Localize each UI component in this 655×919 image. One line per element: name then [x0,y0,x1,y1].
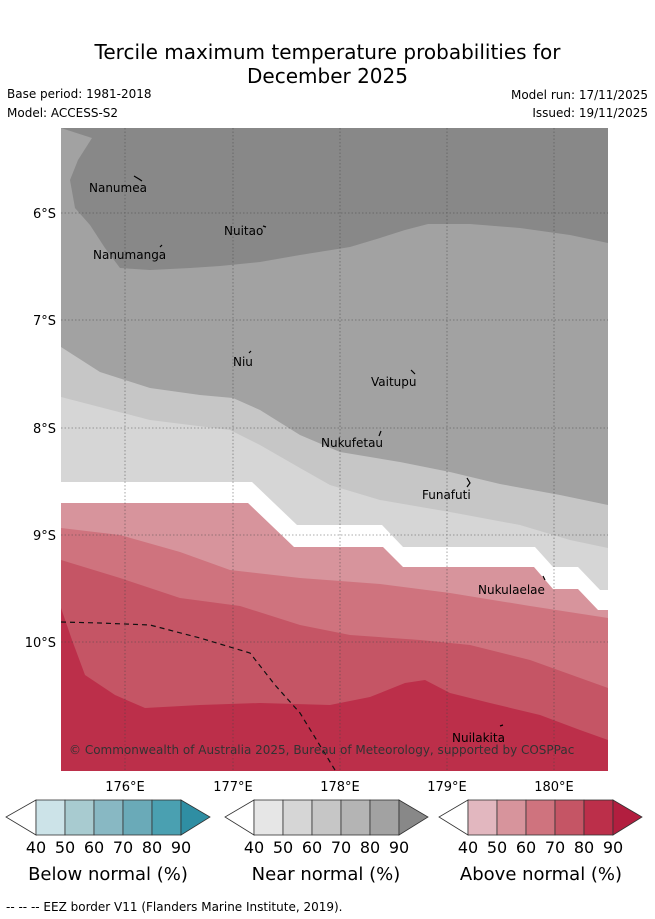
title-line-1: Tercile maximum temperature probabilitie… [94,40,561,64]
place-nanumanga: Nanumanga [93,248,166,262]
nukufetau-island [378,430,382,437]
lat-tick-label: 8°S [33,422,56,437]
legend-tick: 50 [487,838,507,857]
legend-above-swatch [525,799,556,836]
legend-tick: 80 [142,838,162,857]
chart-title: Tercile maximum temperature probabilitie… [0,40,655,88]
nanumanga-island [159,244,163,248]
legend-below-swatch [64,799,95,836]
lat-axis: 6°S 7°S 8°S 9°S 10°S [25,207,56,651]
nanumea-island [133,175,143,182]
eez-border [61,621,336,771]
legend-below: 40 50 60 70 80 90 Below normal (%) [5,799,211,885]
place-nanumea: Nanumea [89,181,147,195]
legend-above-swatch [583,799,614,836]
legend-above-swatch [467,799,498,836]
place-nukufetau: Nukufetau [321,436,383,450]
lon-tick-label: 176°E [105,780,145,795]
place-nuilakita: Nuilakita [452,731,505,745]
lat-tick-label: 9°S [33,529,56,544]
near-band-90 [61,128,608,270]
legend-near-swatch [253,799,284,836]
place-vaitupu: Vaitupu [371,375,417,389]
map-copyright: © Commonwealth of Australia 2025, Bureau… [69,743,574,757]
legend-tick: 40 [458,838,478,857]
lon-tick-label: 178°E [320,780,360,795]
legend-above-swatch [496,799,527,836]
eez-footnote: -- -- -- EEZ border V11 (Flanders Marine… [6,900,343,914]
legend-below-swatch [122,799,153,836]
model-run: Model run: 17/11/2025 [510,88,648,102]
legend-above-swatch [554,799,585,836]
legend-near-max-arrow [398,799,429,836]
lon-tick-label: 180°E [534,780,574,795]
lon-axis: 176°E 177°E 178°E 179°E 180°E [105,780,574,795]
lon-tick-label: 179°E [427,780,467,795]
funafuti-island [466,477,471,488]
above-band-80 [61,608,608,771]
vaitupu-island [410,369,416,375]
legend-tick: 40 [26,838,46,857]
legend-near-min-arrow [224,799,255,836]
legend-tick: 80 [574,838,594,857]
legend-tick: 50 [55,838,75,857]
legend-below-swatch [35,799,66,836]
legend-below-swatch [151,799,182,836]
legend-tick: 40 [244,838,264,857]
legend-near-swatch [282,799,313,836]
legend-near-swatch [369,799,400,836]
model-name: Model: ACCESS-S2 [7,106,119,120]
place-funafuti: Funafuti [422,488,471,502]
legend-above: 40 50 60 70 80 90 Above normal (%) [438,799,643,885]
lat-tick-label: 10°S [25,636,56,651]
legend-near-swatch [340,799,371,836]
legend-tick: 70 [545,838,565,857]
legend-below-title: Below normal (%) [28,864,188,885]
legend-tick: 90 [171,838,191,857]
legend-below-max-arrow [180,799,211,836]
lat-tick-label: 6°S [33,207,56,222]
place-niu: Niu [233,355,253,369]
legend-tick: 70 [113,838,133,857]
legend-tick: 60 [302,838,322,857]
probability-field: Nanumea Nuitao Nanumanga Niu Vaitupu Nuk… [61,128,608,771]
legend-tick: 50 [273,838,293,857]
base-period: Base period: 1981-2018 [7,87,152,101]
legend-tick: 80 [360,838,380,857]
niu-island [248,350,252,354]
nuilakita-island [499,724,504,727]
legend-tick: 70 [331,838,351,857]
legend-above-title: Above normal (%) [460,864,622,885]
legend-tick: 60 [516,838,536,857]
legend-tick: 90 [389,838,409,857]
issued-date: Issued: 19/11/2025 [532,106,648,120]
legend-near-title: Near normal (%) [252,864,401,885]
lat-tick-label: 7°S [33,314,56,329]
legend-below-min-arrow [5,799,37,836]
legend-below-swatch [93,799,124,836]
legend-above-min-arrow [438,799,469,836]
legend-near-swatch [311,799,342,836]
legend-tick: 90 [603,838,623,857]
legend-tick: 60 [84,838,104,857]
title-line-2: December 2025 [247,64,408,88]
island-marks [133,175,546,727]
legend-near: 40 50 60 70 80 90 Near normal (%) [224,799,429,885]
place-nukulaelae: Nukulaelae [478,583,545,597]
nukulaelae-island [542,575,546,581]
nuitao-island [262,225,267,228]
place-nuitao: Nuitao [224,224,263,238]
grid [61,128,608,771]
forecast-map: Nanumea Nuitao Nanumanga Niu Vaitupu Nuk… [5,128,643,885]
legend-above-max-arrow [612,799,643,836]
lon-tick-label: 177°E [213,780,253,795]
